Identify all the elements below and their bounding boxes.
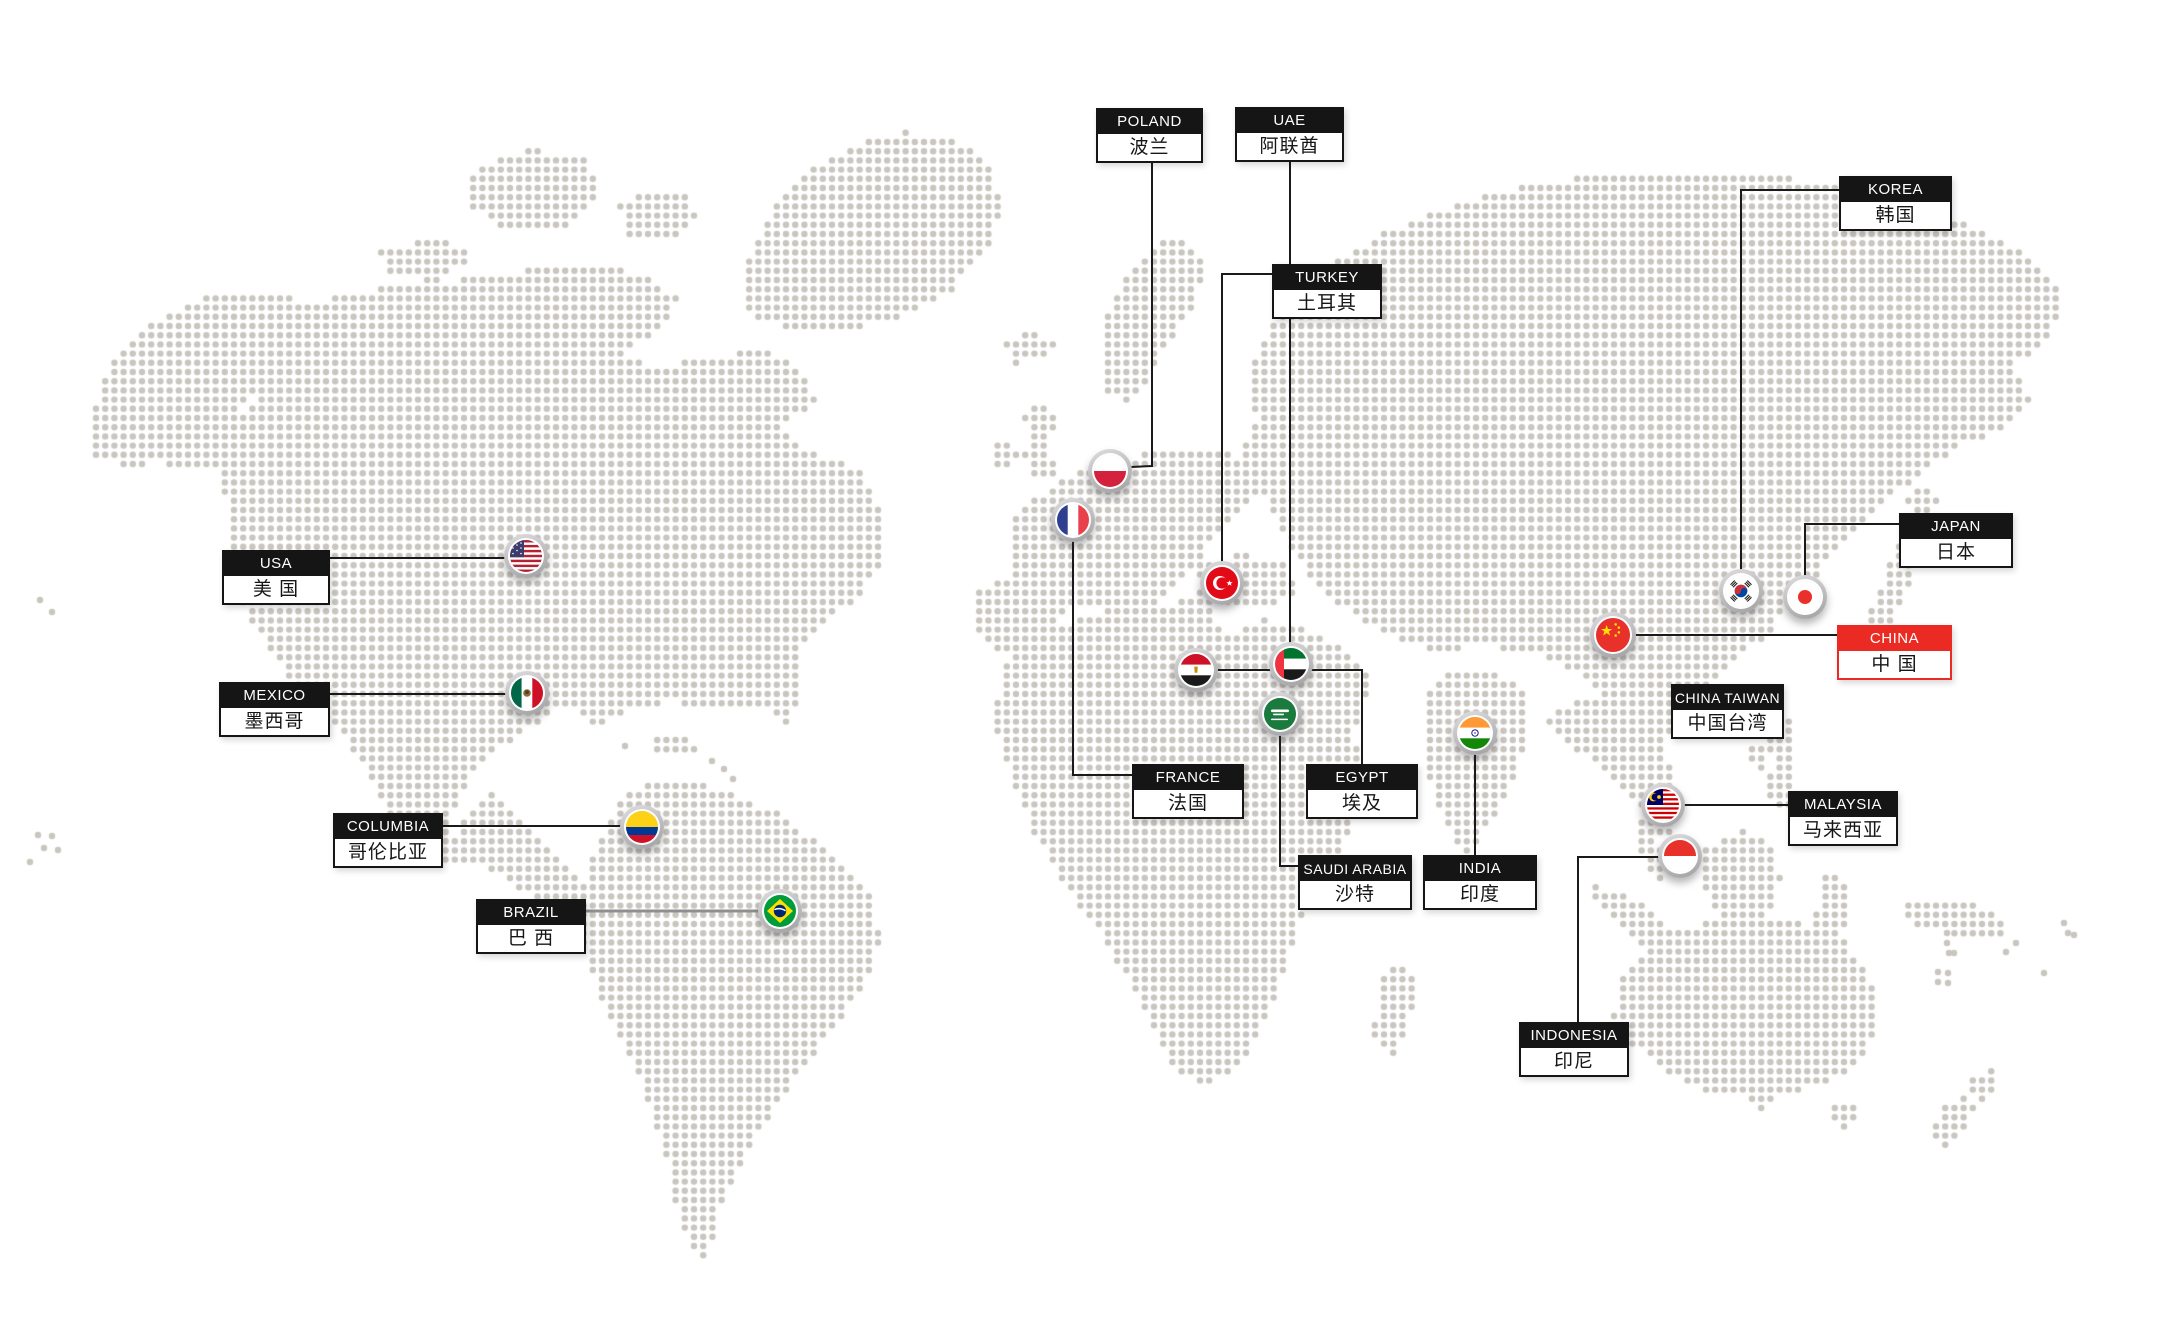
- country-name-cn: 土耳其: [1296, 293, 1357, 314]
- connector-turkey: [1221, 273, 1272, 562]
- country-name-cn: 埃及: [1341, 793, 1382, 814]
- india-flag-pin: [1453, 711, 1497, 755]
- japan-flag-pin: [1783, 575, 1827, 619]
- france-flag-icon: [1057, 504, 1089, 536]
- saudi-arabia-flag-icon: [1264, 698, 1296, 730]
- saudi-arabia-flag-pin: [1258, 692, 1302, 736]
- country-name-cn: 沙特: [1334, 884, 1375, 905]
- country-label-mexico: MEXICO 墨西哥: [219, 682, 330, 737]
- country-label-uae: UAE 阿联酋: [1235, 107, 1344, 162]
- uae-flag-pin: [1269, 642, 1313, 686]
- connector-poland: [1130, 161, 1153, 468]
- country-name-en: POLAND: [1098, 110, 1201, 134]
- country-label-france: FRANCE 法国: [1132, 764, 1244, 819]
- connector-egypt: [1217, 669, 1363, 764]
- korea-flag-icon: [1725, 575, 1757, 607]
- country-name-en: BRAZIL: [478, 901, 584, 925]
- country-name-cn: 日本: [1935, 542, 1976, 563]
- country-name-cn: 巴 西: [507, 928, 555, 949]
- country-label-brazil: BRAZIL 巴 西: [476, 899, 586, 954]
- country-name-en: INDIA: [1425, 857, 1535, 881]
- turkey-flag-pin: [1200, 561, 1244, 605]
- country-name-en: JAPAN: [1901, 515, 2011, 539]
- uae-flag-icon: [1275, 648, 1307, 680]
- country-label-china-taiwan: CHINA TAIWAN 中国台湾: [1671, 684, 1784, 739]
- country-name-en: EGYPT: [1308, 766, 1416, 790]
- country-name-cn: 印度: [1459, 884, 1500, 905]
- country-label-korea: KOREA 韩国: [1839, 176, 1952, 231]
- country-name-en: FRANCE: [1134, 766, 1242, 790]
- brazil-flag-icon: [764, 895, 796, 927]
- country-name-en: USA: [224, 552, 328, 576]
- country-name-en: CHINA TAIWAN: [1673, 686, 1782, 710]
- indonesia-flag-pin: [1658, 834, 1702, 878]
- mexico-flag-icon: [511, 677, 543, 709]
- china-flag-pin: [1590, 612, 1636, 658]
- country-label-colombia: COLUMBIA 哥伦比亚: [333, 813, 443, 868]
- egypt-flag-icon: [1180, 654, 1212, 686]
- country-label-japan: JAPAN 日本: [1899, 513, 2013, 568]
- country-name-cn: 中国台湾: [1687, 713, 1768, 734]
- country-label-india: INDIA 印度: [1423, 855, 1537, 910]
- country-label-poland: POLAND 波兰: [1096, 108, 1203, 163]
- connector-japan: [1804, 523, 1899, 576]
- colombia-flag-icon: [626, 811, 658, 843]
- malaysia-flag-pin: [1641, 783, 1685, 827]
- country-name-en: KOREA: [1841, 178, 1950, 202]
- usa-flag-pin: [504, 534, 548, 578]
- country-name-cn: 阿联酋: [1259, 136, 1320, 157]
- colombia-flag-pin: [620, 805, 664, 849]
- country-name-en: CHINA: [1839, 627, 1950, 651]
- egypt-flag-pin: [1174, 648, 1218, 692]
- country-name-cn: 印尼: [1553, 1051, 1594, 1072]
- china-flag-icon: [1596, 618, 1630, 652]
- country-name-en: TURKEY: [1274, 266, 1380, 290]
- usa-flag-icon: [510, 540, 542, 572]
- korea-flag-pin: [1719, 569, 1763, 613]
- country-name-en: COLUMBIA: [335, 815, 441, 839]
- country-name-cn: 韩国: [1875, 205, 1916, 226]
- country-name-en: MALAYSIA: [1790, 793, 1896, 817]
- brazil-flag-pin: [758, 889, 802, 933]
- country-label-malaysia: MALAYSIA 马来西亚: [1788, 791, 1898, 846]
- connector-korea: [1740, 189, 1839, 570]
- japan-flag-icon: [1789, 581, 1821, 613]
- france-flag-pin: [1051, 498, 1095, 542]
- country-name-cn: 美 国: [252, 579, 300, 600]
- mexico-flag-pin: [505, 671, 549, 715]
- connector-saudi-arabia: [1279, 736, 1298, 867]
- country-name-en: INDONESIA: [1521, 1024, 1627, 1048]
- malaysia-flag-icon: [1647, 789, 1679, 821]
- connector-indonesia: [1577, 856, 1659, 1022]
- country-name-cn: 法国: [1167, 793, 1208, 814]
- poland-flag-icon: [1094, 455, 1126, 487]
- country-name-cn: 马来西亚: [1802, 820, 1883, 841]
- country-name-en: SAUDI ARABIA: [1300, 857, 1410, 881]
- country-name-cn: 波兰: [1129, 137, 1170, 158]
- connector-france: [1072, 541, 1132, 776]
- india-flag-icon: [1459, 717, 1491, 749]
- country-name-cn: 哥伦比亚: [347, 842, 428, 863]
- turkey-flag-icon: [1206, 567, 1238, 599]
- indonesia-flag-icon: [1664, 840, 1696, 872]
- poland-flag-pin: [1088, 449, 1132, 493]
- country-name-cn: 中 国: [1871, 654, 1918, 675]
- country-label-saudi-arabia: SAUDI ARABIA 沙特: [1298, 855, 1412, 910]
- country-label-usa: USA 美 国: [222, 550, 330, 605]
- country-name-cn: 墨西哥: [244, 711, 305, 732]
- country-label-china: CHINA 中 国: [1837, 625, 1952, 680]
- country-name-en: MEXICO: [221, 684, 328, 708]
- country-label-egypt: EGYPT 埃及: [1306, 764, 1418, 819]
- country-label-indonesia: INDONESIA 印尼: [1519, 1022, 1629, 1077]
- country-name-en: UAE: [1237, 109, 1342, 133]
- country-label-turkey: TURKEY 土耳其: [1272, 264, 1382, 319]
